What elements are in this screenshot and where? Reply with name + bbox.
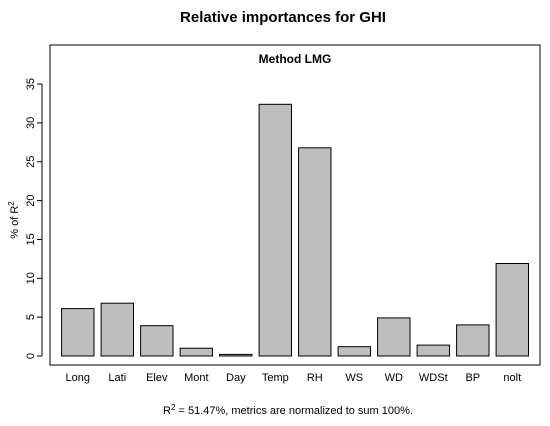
bar-ws xyxy=(337,346,372,357)
bar-long xyxy=(61,308,95,357)
x-tick-label: Day xyxy=(226,372,246,384)
y-axis-label: % of R2 xyxy=(7,201,22,239)
bar-wdst xyxy=(416,344,451,357)
x-tick-label: WD xyxy=(385,372,403,384)
y-axis-label-sup: 2 xyxy=(7,201,16,206)
bars-group xyxy=(61,103,530,357)
x-tick-label: WDSt xyxy=(419,372,448,384)
bar-bp xyxy=(456,324,490,357)
bar-elev xyxy=(140,325,174,357)
x-tick-label: Long xyxy=(66,372,90,384)
y-tick-label: 5 xyxy=(25,314,37,320)
y-axis-label-prefix: % of R xyxy=(9,206,21,239)
r2-note-sup: 2 xyxy=(171,403,176,412)
x-tick-label: RH xyxy=(307,372,323,384)
plot-frame xyxy=(49,44,541,366)
chart-title: Relative importances for GHI xyxy=(180,9,386,26)
x-tick-label: nolt xyxy=(503,372,521,384)
y-axis: 0 5 10 15 20 25 30 35 xyxy=(25,78,43,359)
x-tick-label: Elev xyxy=(146,372,168,384)
x-tick-label: WS xyxy=(345,372,363,384)
y-tick-label: 20 xyxy=(25,194,37,206)
bar-wd xyxy=(377,317,411,357)
x-tick-label: BP xyxy=(465,372,480,384)
chart-subtitle: Method LMG xyxy=(259,52,332,66)
bar-mont xyxy=(179,347,214,357)
bar-rh xyxy=(298,147,332,357)
bar-nolt xyxy=(495,263,530,357)
y-tick-label: 15 xyxy=(25,233,37,245)
y-tick-label: 30 xyxy=(25,117,37,129)
y-tick-label: 0 xyxy=(25,353,37,359)
x-tick-label: Mont xyxy=(184,372,208,384)
x-tick-label: Temp xyxy=(262,372,289,384)
x-axis-labels: Long Lati Elev Mont Day Temp RH WS WD WDSt BP nolt xyxy=(66,372,522,384)
y-tick-label: 25 xyxy=(25,156,37,168)
x-tick-label: Lati xyxy=(108,372,126,384)
bar-temp xyxy=(258,103,293,357)
r2-note-prefix: R xyxy=(163,405,171,417)
bar-lati xyxy=(100,302,134,357)
y-tick-label: 10 xyxy=(25,272,37,284)
r2-note: R2 = 51.47%, metrics are normalized to s… xyxy=(163,403,413,418)
r2-note-text: = 51.47%, metrics are normalized to sum … xyxy=(175,405,413,417)
bar-day xyxy=(219,353,253,357)
y-tick-label: 35 xyxy=(25,78,37,90)
